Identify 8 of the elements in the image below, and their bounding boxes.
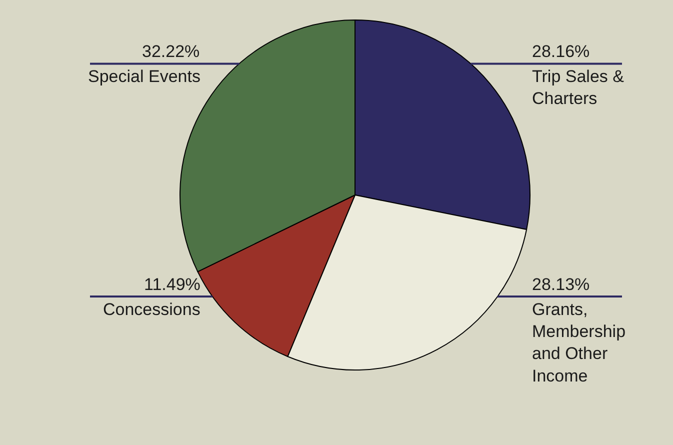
data-label: 32.22% (142, 42, 200, 61)
data-label: 28.13% (532, 275, 590, 294)
data-label: 11.49% (144, 275, 200, 294)
slice-label: Trip Sales & Charters (532, 67, 625, 108)
slice-label: Concessions (103, 300, 200, 319)
slice-label: Grants, Membership and Other Income (532, 300, 626, 386)
data-label: 28.16% (532, 42, 590, 61)
slice-label: Special Events (88, 67, 200, 86)
